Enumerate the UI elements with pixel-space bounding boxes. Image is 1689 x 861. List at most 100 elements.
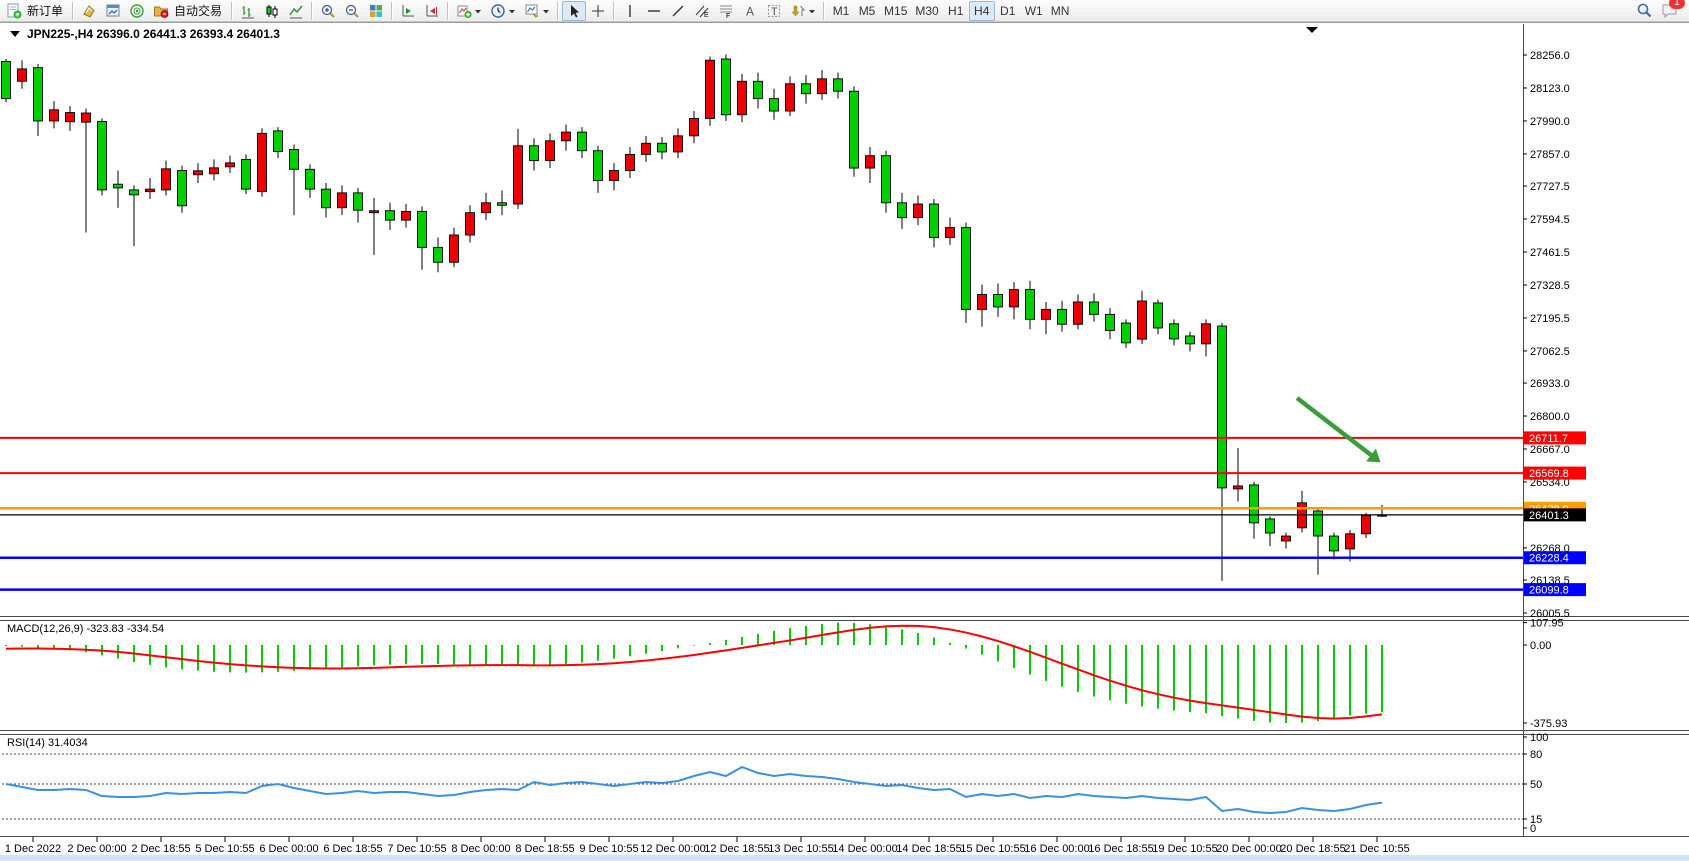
text-icon: A [746,4,754,18]
draw-channel-button[interactable]: E [690,1,714,21]
toolbar-separator [823,1,826,20]
crosshair-button[interactable] [586,1,610,21]
toolbar-separator [72,1,75,20]
svg-text:26800.0: 26800.0 [1530,411,1570,423]
svg-text:26005.5: 26005.5 [1530,608,1570,620]
svg-text:T: T [771,6,778,18]
timeframe-m1[interactable]: M1 [828,1,854,21]
svg-text:14 Dec 18:55: 14 Dec 18:55 [896,843,961,855]
search-icon [1637,3,1652,18]
zoom-in-icon [321,4,335,18]
svg-text:12 Dec 18:55: 12 Dec 18:55 [704,843,769,855]
draw-trendline-button[interactable] [666,1,690,21]
toolbar-separator [447,1,450,20]
timeframe-h1[interactable]: H1 [943,1,969,21]
chart-shift-icon [426,4,439,16]
chart-bars-button[interactable] [236,1,260,21]
toolbar-separator [311,1,314,20]
svg-text:27594.5: 27594.5 [1530,214,1570,226]
main-toolbar: 新订单 自动交易 [0,0,1689,22]
svg-text:0.00: 0.00 [1530,640,1551,652]
svg-text:F: F [726,13,730,19]
svg-text:12 Dec 00:00: 12 Dec 00:00 [640,843,705,855]
timeframe-m15[interactable]: M15 [880,1,911,21]
price-chart[interactable]: 28256.0 28123.0 27990.0 27857.0 27727.5 27594… [0,23,1689,861]
timeframe-h4[interactable]: H4 [968,0,995,21]
svg-text:8 Dec 18:55: 8 Dec 18:55 [515,843,574,855]
autotrading-icon [154,6,169,18]
draw-fibonacci-button[interactable]: F [714,1,738,21]
draw-arrows-button[interactable] [786,1,820,21]
templates-button[interactable] [520,1,554,21]
cursor-button[interactable] [562,0,587,21]
down-arrow-annotation [1295,396,1381,463]
hline-icon [648,9,661,12]
price-tag: 26569.8 [1524,466,1586,480]
vline-icon [629,4,631,17]
arrows-icon [791,5,806,16]
rsi-label: RSI(14) 31.4034 [7,737,88,749]
timeframe-m5[interactable]: M5 [854,1,880,21]
candlestick-series [1,54,1387,581]
draw-hline-button[interactable] [642,1,666,21]
price-tag: 26401.3 [1524,508,1586,522]
zoom-in-button[interactable] [316,1,340,21]
chart-shift-button[interactable] [420,1,444,21]
svg-text:80: 80 [1530,749,1542,761]
new-order-button[interactable]: 新订单 [2,1,69,21]
timeframe-toolbar: M1 M5 M15 M30 H1 H4 D1 W1 MN [828,0,1074,21]
svg-text:15: 15 [1530,814,1542,826]
price-axis: 28256.0 28123.0 27990.0 27857.0 27727.5 27594… [1523,50,1570,620]
cursor-icon [571,4,580,17]
tile-windows-button[interactable] [364,1,388,21]
zoom-out-button[interactable] [340,1,364,21]
chart-shift-marker-icon [1306,27,1318,33]
svg-text:8 Dec 00:00: 8 Dec 00:00 [451,843,510,855]
market-watch-button[interactable] [77,1,101,21]
trendline-icon [672,5,684,16]
symbol-dropdown-icon [10,31,20,37]
rsi-line [5,765,1383,815]
toolbar-separator [613,1,616,20]
svg-text:27062.5: 27062.5 [1530,346,1570,358]
chart-line-button[interactable] [284,1,308,21]
periods-button[interactable] [486,1,520,21]
svg-text:16 Dec 00:00: 16 Dec 00:00 [1024,843,1089,855]
fibonacci-icon: F [720,5,733,19]
data-window-button[interactable] [101,1,125,21]
price-tag: 26099.8 [1524,583,1586,597]
svg-text:26534.0: 26534.0 [1530,477,1570,489]
svg-text:27857.0: 27857.0 [1530,149,1570,161]
autotrading-button[interactable]: 自动交易 [149,1,228,21]
timeframe-m30[interactable]: M30 [911,1,942,21]
channel-icon: E [695,5,709,19]
draw-vline-button[interactable] [618,1,642,21]
svg-text:2 Dec 00:00: 2 Dec 00:00 [67,843,126,855]
svg-text:26099.8: 26099.8 [1529,585,1569,597]
svg-text:27727.5: 27727.5 [1530,181,1570,193]
rsi-pane: RSI(14) 31.4034 100 80 50 150 [2,732,1548,835]
timeframe-w1[interactable]: W1 [1021,1,1047,21]
auto-scroll-button[interactable] [396,1,420,21]
chart-window[interactable]: 28256.0 28123.0 27990.0 27857.0 27727.5 27594… [0,22,1689,856]
svg-text:50: 50 [1530,779,1542,791]
notifications-button[interactable]: 1 [1661,0,1685,19]
chart-candles-icon [266,4,278,18]
chart-candles-button[interactable] [260,1,284,21]
timeframe-mn[interactable]: MN [1047,1,1074,21]
periods-icon [491,3,505,18]
zoom-out-icon [345,4,359,18]
draw-text-button[interactable]: A [738,1,762,21]
svg-text:7 Dec 10:55: 7 Dec 10:55 [387,843,446,855]
svg-text:1 Dec 2022: 1 Dec 2022 [5,843,61,855]
draw-label-button[interactable]: T [762,1,786,21]
macd-signal-line [5,624,1383,720]
timeframe-d1[interactable]: D1 [995,1,1021,21]
chart-title: JPN225-,H4 26396.0 26441.3 26393.4 26401… [10,27,280,41]
indicators-button[interactable] [452,1,486,21]
svg-text:27990.0: 27990.0 [1530,116,1570,128]
svg-text:A: A [746,4,754,18]
svg-text:100: 100 [1530,732,1548,744]
search-button[interactable] [1632,1,1657,21]
navigator-button[interactable] [125,1,149,21]
